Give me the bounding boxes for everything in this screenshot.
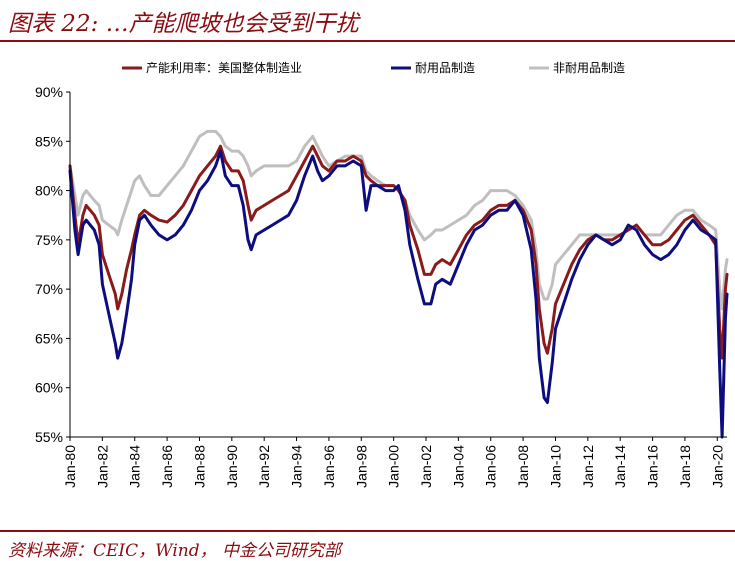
x-tick-label: Jan-94 [289,445,305,488]
x-tick-label: Jan-12 [580,445,596,488]
x-tick-label: Jan-96 [321,445,337,488]
line-chart: 产能利用率：美国整体制造业 耐用品制造 非耐用品制造 55% 60% 65% 70% 75%… [35,60,729,488]
series-layer [68,129,729,439]
axes-layer: 55% 60% 65% 70% 75% 80% 85% 90% Jan-80 Jan-82 Jan-… [35,84,727,488]
source-divider [0,530,735,532]
y-tick-label: 70% [35,281,63,297]
y-tick-label: 55% [35,429,63,445]
x-tick-label: Jan-90 [224,445,240,488]
legend-label: 产能利用率：美国整体制造业 [146,60,302,75]
x-tick-label: Jan-14 [612,445,628,488]
x-tick-label: Jan-06 [483,445,499,488]
source-note: 资料来源：CEIC，Wind， 中金公司研究部 [8,541,341,561]
y-tick-label: 65% [35,330,63,346]
y-tick-label: 60% [35,380,63,396]
x-tick-label: Jan-00 [386,445,402,488]
series-line-3 [68,129,729,311]
x-tick-label: Jan-82 [94,445,110,488]
x-tick-label: Jan-92 [256,445,272,488]
legend-label: 耐用品制造 [415,61,475,75]
y-tick-label: 85% [35,133,63,149]
title-divider [0,40,735,42]
x-tick-label: Jan-02 [418,445,434,488]
x-tick-label: Jan-16 [645,445,661,488]
x-tick-label: Jan-08 [515,445,531,488]
x-tick-label: Jan-80 [62,445,78,488]
chart-legend: 产能利用率：美国整体制造业 耐用品制造 非耐用品制造 [122,60,625,75]
x-tick-label: Jan-84 [127,445,143,488]
series-line-2 [68,149,729,439]
x-tick-label: Jan-86 [159,445,175,488]
x-tick-label: Jan-18 [677,445,693,488]
y-tick-label: 90% [35,84,63,100]
x-tick-label: Jan-04 [450,445,466,488]
y-tick-label: 80% [35,183,63,199]
x-tick-label: Jan-88 [191,445,207,488]
x-tick-label: Jan-98 [353,445,369,488]
series-line-1 [68,144,729,360]
x-tick-label: Jan-20 [709,445,725,488]
figure-title: 图表 22: …产能爬坡也会受到干扰 [8,11,359,37]
y-tick-label: 75% [35,232,63,248]
legend-label: 非耐用品制造 [553,61,625,75]
x-tick-label: Jan-10 [547,445,563,488]
